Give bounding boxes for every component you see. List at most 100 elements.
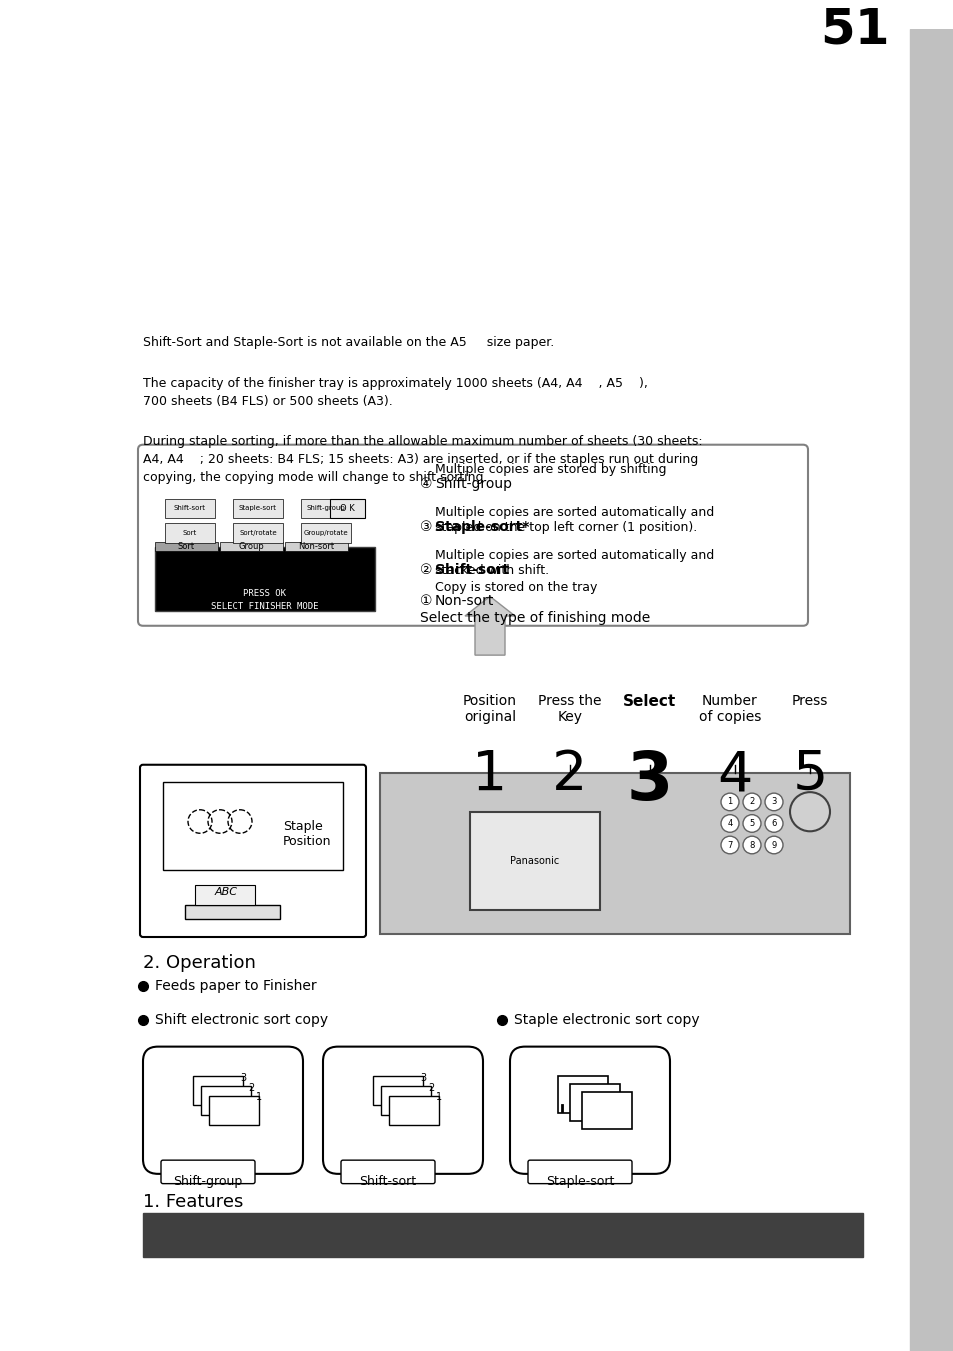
Text: Non-sort: Non-sort: [435, 594, 494, 608]
Text: 8: 8: [748, 840, 754, 850]
Text: Press the
Key: Press the Key: [537, 694, 601, 724]
Bar: [285, 542, 348, 551]
Text: 7: 7: [726, 840, 732, 850]
Text: 3: 3: [771, 797, 776, 807]
Bar: [909, 28, 953, 1351]
Circle shape: [720, 815, 739, 832]
FancyBboxPatch shape: [340, 1161, 435, 1183]
Bar: [233, 499, 283, 519]
Text: 6: 6: [771, 819, 776, 828]
Text: The capacity of the finisher tray is approximately 1000 sheets (A4, A4    , A5  : The capacity of the finisher tray is app…: [143, 377, 647, 408]
Circle shape: [742, 815, 760, 832]
Text: 2: 2: [552, 748, 587, 802]
Bar: [470, 812, 599, 909]
FancyBboxPatch shape: [323, 1047, 482, 1174]
Text: ①: ①: [419, 594, 432, 608]
Text: Sort/rotate: Sort/rotate: [239, 530, 276, 536]
Text: 1: 1: [255, 1093, 262, 1102]
Text: Press: Press: [791, 694, 827, 708]
Polygon shape: [569, 1084, 619, 1121]
Text: Shift-sort: Shift-sort: [173, 505, 206, 511]
Text: Shift-Sort and Staple-Sort is not available on the A5     size paper.: Shift-Sort and Staple-Sort is not availa…: [143, 336, 554, 349]
Bar: [154, 547, 375, 611]
Text: Staple electronic sort copy: Staple electronic sort copy: [514, 1013, 699, 1027]
Text: 5: 5: [792, 748, 827, 802]
Circle shape: [720, 793, 739, 811]
Bar: [165, 523, 214, 543]
Circle shape: [789, 792, 829, 831]
Bar: [301, 499, 351, 519]
Text: O K: O K: [339, 504, 354, 513]
Bar: [220, 542, 283, 551]
Text: SELECT FINISHER MODE: SELECT FINISHER MODE: [211, 603, 318, 611]
Text: 9: 9: [771, 840, 776, 850]
Text: 1: 1: [472, 748, 507, 802]
Circle shape: [720, 836, 739, 854]
FancyBboxPatch shape: [138, 444, 807, 626]
Polygon shape: [209, 1096, 258, 1125]
Circle shape: [764, 836, 782, 854]
Text: Shift-group: Shift-group: [435, 477, 512, 490]
FancyBboxPatch shape: [527, 1161, 631, 1183]
Text: Sort: Sort: [183, 530, 197, 536]
Bar: [143, 1213, 862, 1256]
Text: Multiple copies are sorted automatically and
stapled on the top left corner (1 p: Multiple copies are sorted automatically…: [435, 507, 714, 535]
Text: 3: 3: [419, 1073, 426, 1084]
Text: Shift-sort: Shift-sort: [435, 563, 509, 577]
Text: 2: 2: [248, 1082, 254, 1093]
FancyBboxPatch shape: [510, 1047, 669, 1174]
Text: 51: 51: [820, 5, 889, 53]
Bar: [379, 773, 849, 934]
Text: 1. Features: 1. Features: [143, 1193, 243, 1212]
Text: Select the type of finishing mode: Select the type of finishing mode: [419, 611, 650, 626]
Text: Feeds paper to Finisher: Feeds paper to Finisher: [154, 979, 316, 993]
Text: Shift-group: Shift-group: [173, 1175, 242, 1188]
Text: PRESS OK: PRESS OK: [243, 589, 286, 597]
Bar: [165, 499, 214, 519]
Text: Multiple copies are sorted automatically and
stacked with shift.: Multiple copies are sorted automatically…: [435, 550, 714, 577]
Circle shape: [764, 815, 782, 832]
Bar: [330, 499, 365, 519]
Text: Select: Select: [622, 694, 676, 709]
Text: ABC: ABC: [214, 886, 237, 897]
Text: Staple-sort: Staple-sort: [545, 1175, 614, 1188]
Text: Shift-group: Shift-group: [306, 505, 345, 511]
Circle shape: [742, 836, 760, 854]
Polygon shape: [389, 1096, 438, 1125]
Polygon shape: [558, 1075, 607, 1113]
Text: 4: 4: [717, 748, 752, 802]
Text: Position
original: Position original: [462, 694, 517, 724]
FancyArrow shape: [464, 596, 515, 655]
FancyBboxPatch shape: [140, 765, 366, 938]
Text: 1: 1: [726, 797, 732, 807]
Text: Staple-sort: Staple-sort: [239, 505, 276, 511]
Text: ③: ③: [419, 520, 432, 534]
Text: Non-sort: Non-sort: [298, 542, 335, 551]
Text: 2. Operation: 2. Operation: [143, 954, 255, 971]
Bar: [301, 523, 351, 543]
Circle shape: [742, 793, 760, 811]
Polygon shape: [373, 1075, 422, 1105]
Text: Panasonic: Panasonic: [510, 855, 559, 866]
Text: 2: 2: [428, 1082, 434, 1093]
Text: Shift electronic sort copy: Shift electronic sort copy: [154, 1013, 328, 1027]
Text: Staple-sort*: Staple-sort*: [435, 520, 529, 534]
Text: Sort: Sort: [178, 542, 194, 551]
Text: 3: 3: [240, 1073, 246, 1084]
Text: During staple sorting, if more than the allowable maximum number of sheets (30 s: During staple sorting, if more than the …: [143, 435, 702, 484]
Polygon shape: [185, 905, 280, 920]
Bar: [154, 542, 218, 551]
Text: 4: 4: [726, 819, 732, 828]
Text: 1: 1: [436, 1093, 441, 1102]
Text: Group: Group: [238, 542, 264, 551]
Bar: [233, 523, 283, 543]
Text: ②: ②: [419, 563, 432, 577]
FancyBboxPatch shape: [143, 1047, 303, 1174]
Text: ④: ④: [419, 477, 432, 490]
Text: Multiple copies are stored by shifting: Multiple copies are stored by shifting: [435, 463, 666, 477]
Text: 5: 5: [749, 819, 754, 828]
Circle shape: [764, 793, 782, 811]
Text: Group/rotate: Group/rotate: [303, 530, 348, 536]
Text: Number
of copies: Number of copies: [699, 694, 760, 724]
Bar: [194, 885, 254, 905]
